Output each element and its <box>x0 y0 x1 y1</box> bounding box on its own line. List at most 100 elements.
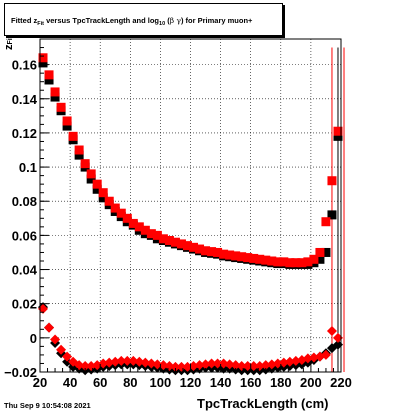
data-point-square <box>309 254 319 264</box>
data-point-diamond <box>86 361 97 372</box>
x-tick-label: 120 <box>180 375 202 390</box>
y-tick-label: 0.06 <box>12 228 37 243</box>
data-point-diamond <box>134 356 145 367</box>
data-point-square <box>201 246 211 256</box>
data-point-square <box>38 53 48 63</box>
data-point-diamond <box>284 356 295 367</box>
data-point-diamond <box>290 355 301 366</box>
data-point-diamond <box>266 359 277 370</box>
title-mid: versus TpcTrackLength and log <box>43 16 160 25</box>
data-point-diamond <box>194 360 205 371</box>
data-point-diamond <box>242 361 253 372</box>
data-point-square <box>267 256 277 266</box>
data-point-square <box>321 247 331 257</box>
data-point-square <box>285 258 295 268</box>
data-point-square <box>315 247 325 257</box>
data-point-diamond <box>56 344 67 355</box>
data-point-square <box>321 217 331 227</box>
y-axis-label-main: z <box>3 44 15 51</box>
data-point-square <box>176 239 186 249</box>
data-point-diamond <box>188 361 199 372</box>
data-point-square <box>164 236 174 246</box>
data-point-square <box>56 102 66 112</box>
y-tick-label: 0.02 <box>12 297 37 312</box>
data-point-diamond <box>248 361 259 372</box>
data-point-square <box>219 249 229 259</box>
data-point-square <box>249 253 259 263</box>
data-point-diamond <box>326 326 337 337</box>
data-point-square <box>170 237 180 247</box>
plot-frame <box>39 38 342 373</box>
y-tick-label: 0.04 <box>12 263 38 278</box>
title-pre: Fitted <box>11 16 34 25</box>
data-point-diamond <box>38 303 49 314</box>
data-point-diamond <box>176 361 187 372</box>
data-point-diamond <box>332 332 343 343</box>
data-point-square <box>62 121 72 131</box>
data-point-diamond <box>116 355 127 366</box>
data-point-square <box>104 196 114 206</box>
data-point-square <box>146 229 156 239</box>
title-gamma: γ <box>174 16 181 25</box>
y-axis-label-sub: Fit <box>7 35 14 45</box>
title-z: z <box>33 16 38 25</box>
y-tick-label: 0.14 <box>12 92 38 107</box>
data-point-diamond <box>224 359 235 370</box>
data-point-diamond <box>218 358 229 369</box>
data-point-square <box>255 254 265 264</box>
chart-title-box: Fitted zFit versus TpcTrackLength and lo… <box>4 3 283 36</box>
data-point-square <box>225 250 235 260</box>
data-point-square <box>128 218 138 228</box>
data-point-square <box>110 203 120 213</box>
data-point-square <box>98 188 108 198</box>
data-point-diamond <box>158 360 169 371</box>
data-point-diamond <box>98 358 109 369</box>
x-tick-label: 40 <box>63 375 77 390</box>
x-tick-label: 60 <box>93 375 107 390</box>
title-z-sub: Fit <box>37 21 44 27</box>
axis-ticks: 20 40 60 80 100 120 140 160 180 200 220 −0.02 0 0.02 0… <box>4 38 352 390</box>
data-point-square <box>303 257 313 267</box>
data-point-square <box>182 241 192 251</box>
data-markers <box>38 47 345 376</box>
data-point-square <box>333 131 343 141</box>
data-point-square <box>237 252 247 262</box>
y-tick-label: 0.08 <box>12 194 37 209</box>
data-point-square <box>195 244 205 254</box>
data-point-square <box>86 169 96 179</box>
data-point-square <box>297 258 307 268</box>
data-point-diamond <box>206 358 217 369</box>
data-point-square <box>134 222 144 232</box>
data-point-diamond <box>260 360 271 371</box>
data-point-square <box>213 247 223 257</box>
data-point-diamond <box>50 334 61 345</box>
data-point-square <box>74 145 84 155</box>
title-log-sub: 10 <box>159 21 166 27</box>
data-point-diamond <box>272 358 283 369</box>
data-point-diamond <box>332 339 343 350</box>
data-point-square <box>152 230 162 240</box>
data-point-diamond <box>74 360 85 371</box>
data-point-square <box>333 126 343 136</box>
data-point-diamond <box>152 359 163 370</box>
data-point-square <box>74 150 84 160</box>
data-point-square <box>158 234 168 244</box>
data-point-diamond <box>278 357 289 368</box>
title-beta: β <box>169 16 175 25</box>
data-point-diamond <box>80 361 91 372</box>
data-point-square <box>279 257 289 267</box>
x-tick-label: 160 <box>240 375 262 390</box>
data-point-square <box>116 208 126 218</box>
x-tick-label: 80 <box>123 375 137 390</box>
data-point-square <box>231 251 241 261</box>
data-point-square <box>86 174 96 184</box>
data-point-square <box>189 242 199 252</box>
data-point-diamond <box>302 353 313 364</box>
title-paren-open: ( <box>165 16 170 25</box>
data-point-diamond <box>44 322 55 333</box>
data-point-diamond <box>146 358 157 369</box>
data-point-diamond <box>254 361 265 372</box>
data-point-diamond <box>122 355 133 366</box>
data-point-diamond <box>62 356 73 367</box>
data-point-diamond <box>230 360 241 371</box>
